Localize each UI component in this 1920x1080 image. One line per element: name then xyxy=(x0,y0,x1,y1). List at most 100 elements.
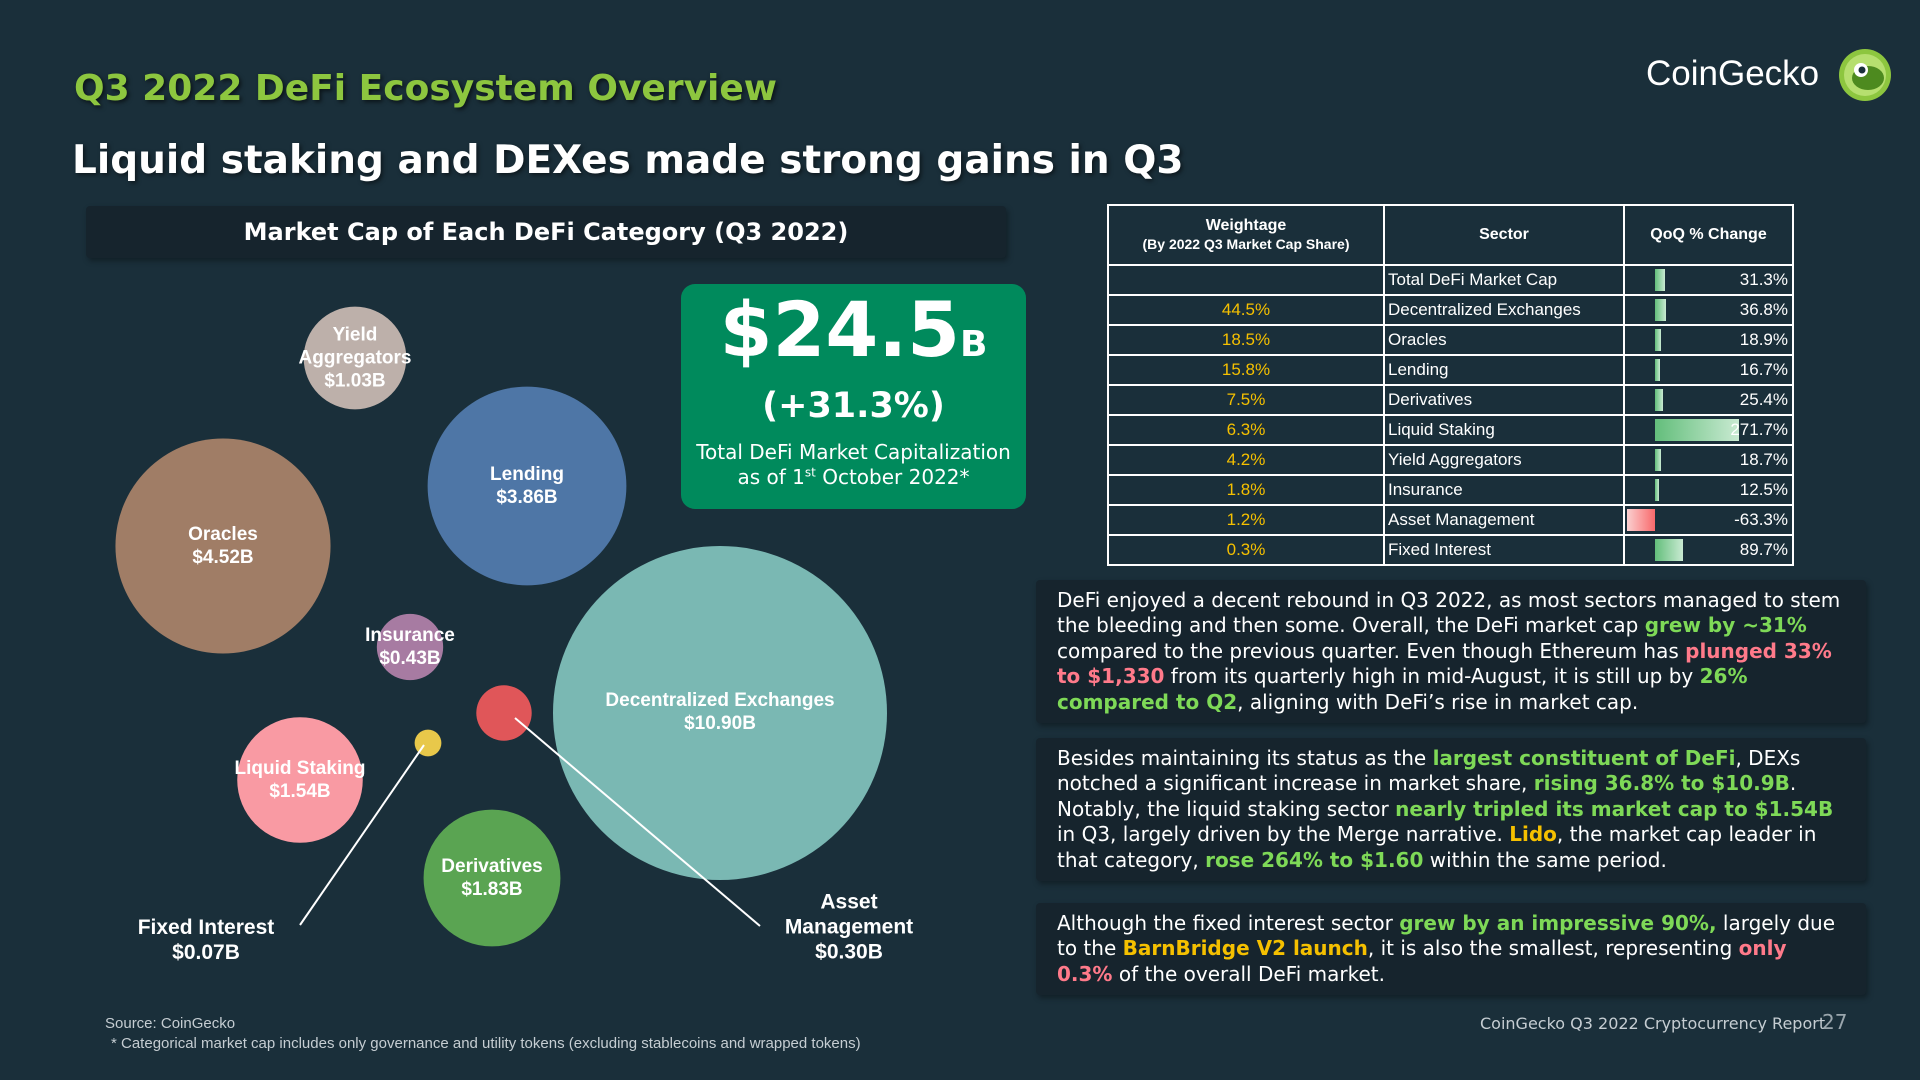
weightage-cell: 7.5% xyxy=(1107,384,1385,416)
leader-line-fixed-interest xyxy=(299,744,425,926)
bubble-oracles xyxy=(115,438,331,654)
note-text: DeFi enjoyed a decent rebound in Q3 2022… xyxy=(1057,588,1841,638)
note-text: , aligning with DeFi’s rise in market ca… xyxy=(1237,689,1639,714)
bubble-value-insurance: $0.43B xyxy=(379,648,440,669)
note-text: Although the fixed interest sector xyxy=(1057,911,1400,935)
sector-cell: Fixed Interest xyxy=(1383,534,1625,566)
weightage-cell xyxy=(1107,264,1385,296)
qoq-change-value: 271.7% xyxy=(1730,420,1788,439)
note-text: compared to the previous quarter. Even t… xyxy=(1057,638,1686,663)
bubble-label-lending: Lending $3.86B xyxy=(490,464,564,508)
source-text: Source: CoinGecko xyxy=(105,1015,236,1032)
qoq-data-bar xyxy=(1655,299,1667,321)
note-text: of the overall DeFi market. xyxy=(1112,961,1385,986)
bubble-value-derivatives: $1.83B xyxy=(461,879,522,900)
weightage-cell: 1.8% xyxy=(1107,474,1385,506)
page-number: 27 xyxy=(1822,1010,1848,1034)
page-kicker-title: Q3 2022 DeFi Ecosystem Overview xyxy=(74,68,778,109)
note-text: within the same period. xyxy=(1423,847,1667,872)
bubble-insurance xyxy=(376,613,444,681)
table-row: 1.2% Asset Management -63.3% xyxy=(1107,504,1794,536)
note-highlight: rising 36.8% to $10.9B xyxy=(1533,771,1790,796)
qoq-change-value: 31.3% xyxy=(1739,270,1788,289)
qoq-data-bar xyxy=(1655,359,1661,381)
sector-cell: Total DeFi Market Cap xyxy=(1383,264,1625,296)
qoq-change-cell: 271.7% xyxy=(1623,414,1794,446)
note-highlight: largest constituent of DeFi xyxy=(1432,746,1736,770)
table-row: 4.2% Yield Aggregators 18.7% xyxy=(1107,444,1794,476)
qoq-change-value: -63.3% xyxy=(1734,510,1788,529)
note-highlight: Lido xyxy=(1509,822,1557,847)
bubble-value-yield-aggregators: $1.03B xyxy=(324,371,385,392)
table-row: 0.3% Fixed Interest 89.7% xyxy=(1107,534,1794,566)
sector-cell: Insurance xyxy=(1383,474,1625,506)
page-headline: Liquid staking and DEXes made strong gai… xyxy=(72,138,1184,183)
bubble-value-fixed-interest: $0.07B xyxy=(172,941,240,964)
header-qoq-change: QoQ % Change xyxy=(1623,204,1794,266)
brand-name: CoinGecko xyxy=(1646,54,1820,93)
report-name: CoinGecko Q3 2022 Cryptocurrency Report xyxy=(1480,1014,1826,1033)
table-row: 6.3% Liquid Staking 271.7% xyxy=(1107,414,1794,446)
note-highlight: grew by ~31% xyxy=(1644,613,1807,638)
note-fixed-interest: Although the fixed interest sector grew … xyxy=(1036,903,1866,996)
qoq-data-bar xyxy=(1627,509,1655,531)
qoq-change-value: 25.4% xyxy=(1739,390,1788,409)
qoq-change-value: 18.9% xyxy=(1739,330,1788,349)
bubble-asset-management xyxy=(476,685,532,741)
qoq-change-cell: 12.5% xyxy=(1623,474,1794,506)
weightage-cell: 0.3% xyxy=(1107,534,1385,566)
weightage-cell: 6.3% xyxy=(1107,414,1385,446)
qoq-data-bar xyxy=(1655,419,1740,441)
table-header-row: Weightage (By 2022 Q3 Market Cap Share) … xyxy=(1107,204,1794,266)
qoq-change-cell: 16.7% xyxy=(1623,354,1794,386)
sector-table: Weightage (By 2022 Q3 Market Cap Share) … xyxy=(1107,204,1794,566)
note-text: in Q3, largely driven by the Merge narra… xyxy=(1057,822,1510,847)
qoq-change-cell: 25.4% xyxy=(1623,384,1794,416)
table-row: 7.5% Derivatives 25.4% xyxy=(1107,384,1794,416)
sector-cell: Asset Management xyxy=(1383,504,1625,536)
bubble-value-asset-management: $0.30B xyxy=(815,940,883,963)
note-text: , DEXs notched a significant increase in… xyxy=(1057,746,1801,796)
qoq-change-value: 89.7% xyxy=(1739,540,1788,559)
leader-line-asset-management xyxy=(514,717,761,927)
note-defi-rebound: DeFi enjoyed a decent rebound in Q3 2022… xyxy=(1036,580,1866,723)
header-sector: Sector xyxy=(1383,204,1625,266)
qoq-data-bar xyxy=(1655,539,1683,561)
qoq-data-bar xyxy=(1655,479,1659,501)
note-text: , the market cap leader in that category… xyxy=(1057,822,1817,872)
qoq-data-bar xyxy=(1655,389,1663,411)
qoq-change-cell: 36.8% xyxy=(1623,294,1794,326)
bubble-value-liquid-staking: $1.54B xyxy=(269,781,330,802)
qoq-change-value: 16.7% xyxy=(1739,360,1788,379)
note-text: . Notably, the liquid staking sector xyxy=(1057,771,1797,821)
note-highlight: plunged 33% to $1,330 xyxy=(1057,638,1832,689)
qoq-change-value: 36.8% xyxy=(1739,300,1788,319)
note-highlight: 26% compared to Q2 xyxy=(1057,664,1748,714)
weightage-cell: 1.2% xyxy=(1107,504,1385,536)
sector-cell: Lending xyxy=(1383,354,1625,386)
qoq-change-cell: 89.7% xyxy=(1623,534,1794,566)
total-market-cap-card: $24.5B (+31.3%) Total DeFi Market Capita… xyxy=(681,284,1026,509)
qoq-change-value: 12.5% xyxy=(1739,480,1788,499)
sector-cell: Derivatives xyxy=(1383,384,1625,416)
bubble-value-oracles: $4.52B xyxy=(192,547,253,568)
qoq-change-cell: 31.3% xyxy=(1623,264,1794,296)
bubble-label-derivatives: Derivatives $1.83B xyxy=(441,856,542,900)
qoq-data-bar xyxy=(1655,449,1661,471)
total-market-cap-change: (+31.3%) xyxy=(762,386,945,426)
bubble-value-decentralized-exchanges: $10.90B xyxy=(684,713,756,734)
note-text: , it is also the smallest, representing xyxy=(1367,936,1739,961)
weightage-cell: 44.5% xyxy=(1107,294,1385,326)
table-row: Total DeFi Market Cap 31.3% xyxy=(1107,264,1794,296)
table-row: 1.8% Insurance 12.5% xyxy=(1107,474,1794,506)
sector-cell: Decentralized Exchanges xyxy=(1383,294,1625,326)
bubble-lending xyxy=(427,386,627,586)
qoq-change-cell: -63.3% xyxy=(1623,504,1794,536)
total-market-cap-value: $24.5B xyxy=(719,285,988,374)
qoq-data-bar xyxy=(1655,329,1661,351)
bubble-label-asset-management: Asset Management $0.30B xyxy=(785,890,913,963)
note-text: Besides maintaining its status as the xyxy=(1057,746,1433,770)
bubble-chart: Decentralized Exchanges $10.90B Oracles $4.… xyxy=(115,306,913,964)
sector-cell: Liquid Staking xyxy=(1383,414,1625,446)
weightage-cell: 4.2% xyxy=(1107,444,1385,476)
